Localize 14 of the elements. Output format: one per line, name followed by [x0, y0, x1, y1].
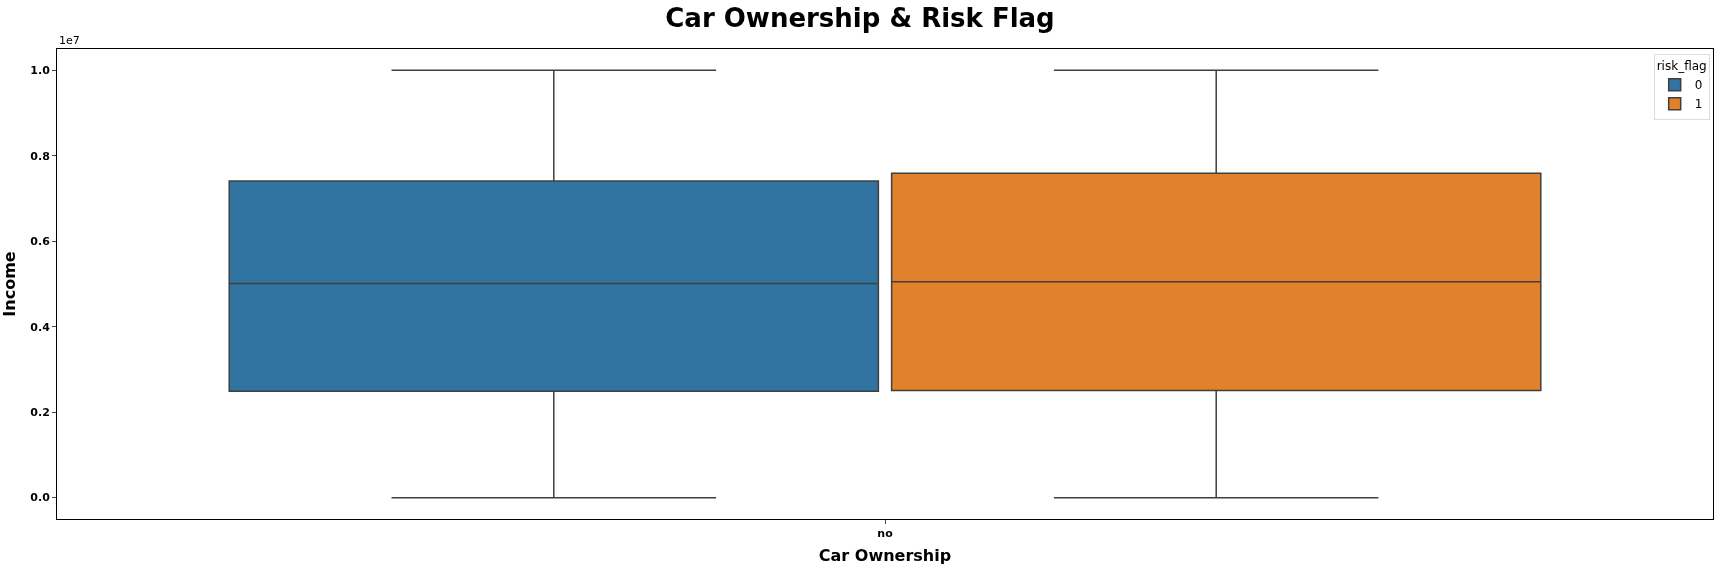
- y-tick-label: 0.0: [30, 491, 51, 505]
- legend-label: 1: [1694, 97, 1703, 112]
- y-tick-label: 0.4: [30, 320, 51, 334]
- y-tick-label: 0.8: [30, 149, 50, 163]
- legend-title: risk_flag: [1656, 59, 1707, 74]
- y-tick-label: 1.0: [30, 64, 51, 78]
- x-axis-title: Car Ownership: [818, 545, 952, 565]
- y-tick-label: 0.6: [30, 235, 51, 249]
- legend-label: 0: [1694, 78, 1703, 93]
- chart-title: Car Ownership & Risk Flag: [665, 2, 1055, 33]
- text: 1e7: [59, 34, 80, 47]
- y-axis-title: Income: [0, 251, 20, 317]
- x-tick-label: no: [877, 527, 894, 541]
- y-tick-label: 0.2: [30, 406, 50, 420]
